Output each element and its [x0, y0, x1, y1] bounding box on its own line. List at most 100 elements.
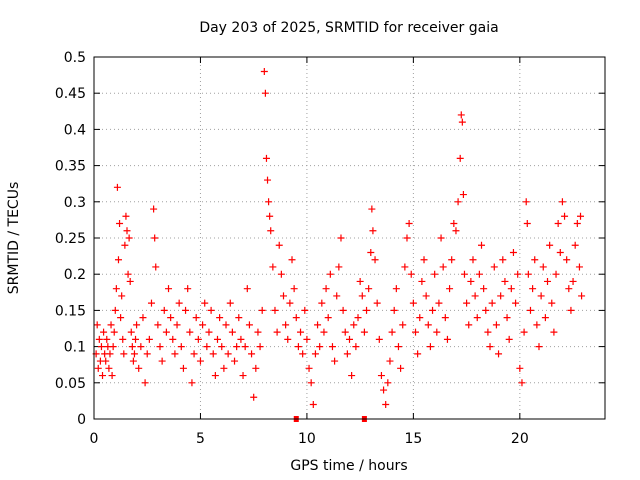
data-point — [273, 328, 281, 336]
data-point — [160, 306, 168, 314]
data-point — [94, 364, 102, 372]
data-point — [143, 350, 151, 358]
data-point — [269, 263, 277, 271]
data-point — [369, 227, 377, 235]
data-point — [108, 372, 116, 380]
data-point — [106, 350, 114, 358]
data-point — [151, 234, 159, 242]
data-point — [573, 220, 581, 228]
data-point — [261, 89, 269, 97]
data-point — [235, 314, 243, 322]
data-point — [418, 277, 426, 285]
data-point — [129, 357, 137, 365]
data-point — [443, 335, 451, 343]
data-point — [145, 335, 153, 343]
data-point — [294, 343, 302, 351]
data-point — [571, 241, 579, 249]
data-point — [529, 285, 537, 293]
data-point — [314, 321, 322, 329]
data-point — [407, 270, 415, 278]
data-point — [416, 314, 424, 322]
data-point — [322, 285, 330, 293]
data-point — [514, 270, 522, 278]
data-point — [186, 328, 194, 336]
data-point — [457, 111, 465, 119]
data-point — [248, 350, 256, 358]
x-tick-label: 5 — [196, 431, 205, 447]
data-point — [228, 328, 236, 336]
data-point — [544, 277, 552, 285]
data-point — [488, 299, 496, 307]
data-point — [211, 372, 219, 380]
data-point — [541, 314, 549, 322]
data-point — [177, 343, 185, 351]
data-point — [194, 335, 202, 343]
data-point — [309, 401, 317, 409]
data-point — [414, 350, 422, 358]
y-tick-label: 0.1 — [64, 340, 86, 356]
data-point — [377, 372, 385, 380]
data-point — [286, 299, 294, 307]
data-point — [354, 314, 362, 322]
data-point — [394, 343, 402, 351]
data-point — [331, 357, 339, 365]
data-point — [267, 227, 275, 235]
data-point — [265, 198, 273, 206]
data-point — [516, 364, 524, 372]
data-point — [563, 256, 571, 264]
data-point — [352, 343, 360, 351]
y-tick-label: 0.45 — [55, 86, 86, 102]
data-point — [397, 364, 405, 372]
data-point — [569, 277, 577, 285]
data-point — [565, 285, 573, 293]
data-point — [512, 299, 520, 307]
data-point — [526, 306, 534, 314]
data-point — [465, 321, 473, 329]
data-point — [126, 277, 134, 285]
data-point — [292, 314, 300, 322]
data-point — [307, 379, 315, 387]
y-tick-label: 0.25 — [55, 231, 86, 247]
y-tick-label: 0 — [77, 412, 86, 428]
data-point — [431, 270, 439, 278]
data-point — [262, 154, 270, 162]
data-point — [546, 241, 554, 249]
data-point — [456, 154, 464, 162]
data-point — [275, 241, 283, 249]
data-point — [279, 292, 287, 300]
data-point — [201, 299, 209, 307]
data-point — [471, 292, 479, 300]
data-point — [241, 343, 249, 351]
data-point — [501, 277, 509, 285]
data-point — [237, 335, 245, 343]
data-point — [156, 343, 164, 351]
data-point — [556, 248, 564, 256]
data-point — [205, 328, 213, 336]
data-point — [284, 335, 292, 343]
data-point — [567, 306, 575, 314]
data-point — [264, 176, 272, 184]
data-point — [388, 328, 396, 336]
data-point — [422, 292, 430, 300]
data-point — [116, 220, 124, 228]
data-point — [326, 270, 334, 278]
data-point — [412, 328, 420, 336]
data-point — [446, 285, 454, 293]
data-point — [290, 285, 298, 293]
data-point — [558, 198, 566, 206]
data-point — [169, 335, 177, 343]
data-point — [548, 299, 556, 307]
data-point — [320, 328, 328, 336]
data-point — [301, 306, 309, 314]
data-point — [233, 343, 241, 351]
data-point — [463, 299, 471, 307]
data-point — [405, 220, 413, 228]
data-point — [196, 357, 204, 365]
data-point — [199, 321, 207, 329]
data-point — [535, 343, 543, 351]
data-point — [384, 379, 392, 387]
data-point — [100, 328, 108, 336]
y-tick-label: 0.4 — [64, 122, 86, 138]
data-point — [409, 299, 417, 307]
